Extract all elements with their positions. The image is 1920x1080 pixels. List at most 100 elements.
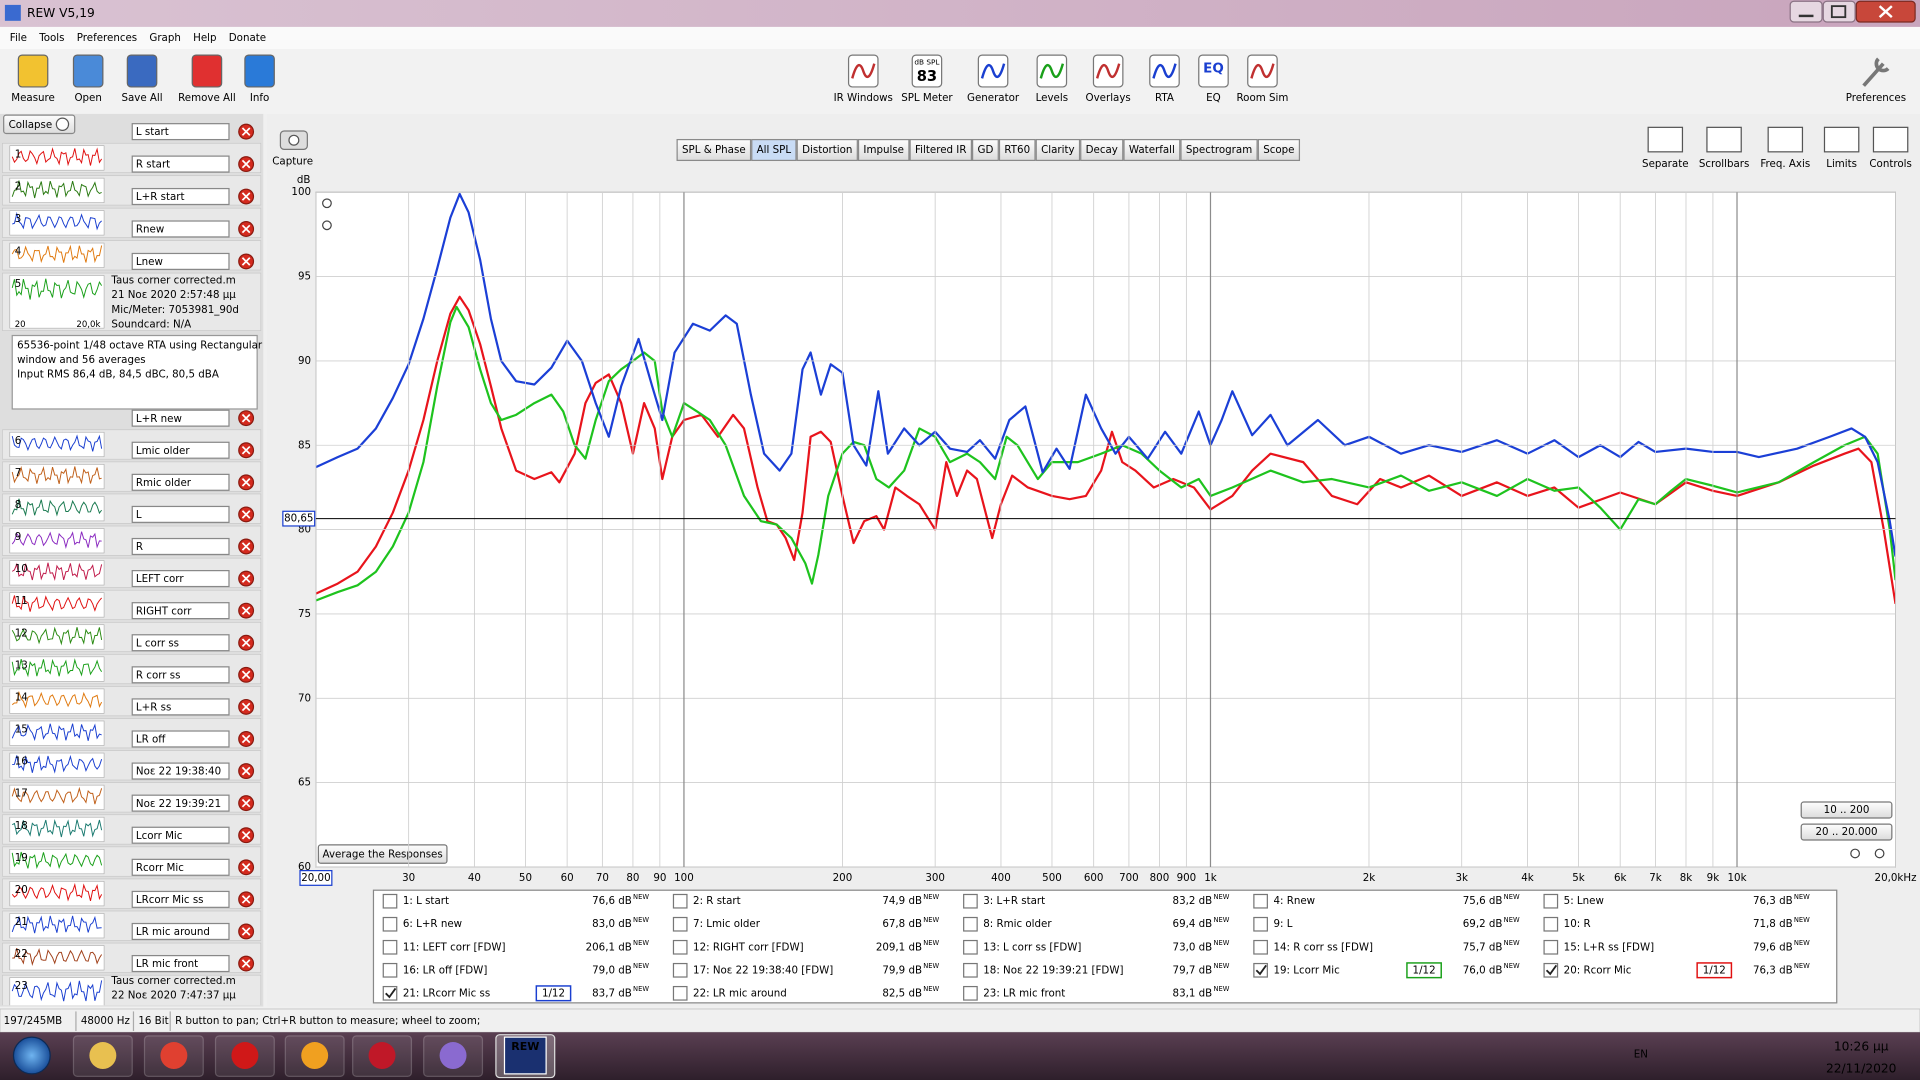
- measurement-name[interactable]: Νοε 22 19:38:40: [136, 766, 221, 778]
- graph-tab-label[interactable]: RT60: [1004, 144, 1030, 156]
- measurement-name[interactable]: L+R new: [136, 413, 182, 425]
- toolbar-button[interactable]: Remove All: [178, 92, 236, 104]
- average-button-label[interactable]: Average the Responses: [323, 849, 443, 861]
- toolbar-button[interactable]: Generator: [967, 92, 1020, 104]
- legend-checkbox[interactable]: [963, 916, 978, 932]
- measurement-name[interactable]: LRcorr Mic ss: [136, 894, 204, 906]
- name-field[interactable]: [131, 922, 230, 941]
- graph-tab[interactable]: [1035, 138, 1081, 162]
- legend-checkbox[interactable]: [963, 985, 978, 1001]
- toolbar-button[interactable]: Overlays: [1086, 92, 1131, 104]
- graph-tab[interactable]: [796, 138, 858, 162]
- legend-label[interactable]: 12: RIGHT corr [FDW]: [693, 941, 804, 953]
- measurement-name[interactable]: LR mic front: [136, 958, 198, 970]
- range-button-label[interactable]: 20 .. 20.000: [1816, 826, 1878, 838]
- legend-label[interactable]: 14: R corr ss [FDW]: [1273, 941, 1373, 953]
- graph-control-label[interactable]: Limits: [1826, 158, 1857, 170]
- legend-checkbox[interactable]: [382, 939, 398, 955]
- legend-label[interactable]: 15: L+R ss [FDW]: [1564, 941, 1654, 953]
- measurement-name[interactable]: R: [136, 541, 143, 553]
- graph-tab[interactable]: [909, 138, 972, 162]
- measurement-name[interactable]: Νοε 22 19:39:21: [136, 798, 221, 810]
- menu-item[interactable]: Donate: [229, 32, 266, 44]
- legend-checkbox[interactable]: [1543, 939, 1559, 955]
- toolbar-button[interactable]: Room Sim: [1237, 92, 1289, 104]
- graph-control-label[interactable]: Controls: [1869, 158, 1911, 170]
- measurement-name[interactable]: L corr ss: [136, 637, 179, 649]
- legend-checkbox[interactable]: [1253, 939, 1268, 955]
- measurement-name[interactable]: Lcorr Mic: [136, 830, 183, 842]
- name-field[interactable]: [131, 187, 230, 206]
- measurement-name[interactable]: LEFT corr: [136, 573, 184, 585]
- graph-tab[interactable]: [1180, 138, 1258, 162]
- toolbar-button[interactable]: Preferences: [1846, 92, 1906, 104]
- name-field[interactable]: [131, 954, 230, 973]
- graph-tab[interactable]: [857, 138, 910, 162]
- name-field[interactable]: [131, 634, 230, 652]
- graph-control-icon[interactable]: [1823, 126, 1860, 153]
- graph-tab[interactable]: [1257, 138, 1301, 162]
- measurement-name[interactable]: Lmic older: [136, 445, 190, 457]
- menu-item[interactable]: File: [10, 32, 27, 44]
- toolbar-button[interactable]: Save All: [121, 92, 162, 104]
- minimize-button[interactable]: [1789, 0, 1823, 23]
- average-button[interactable]: [317, 844, 448, 864]
- legend-checkbox[interactable]: [672, 962, 688, 978]
- collapse-button[interactable]: [3, 114, 76, 135]
- legend-label[interactable]: 9: L: [1273, 918, 1292, 930]
- legend-checkbox[interactable]: [382, 962, 398, 978]
- legend-checkbox[interactable]: [1543, 893, 1559, 909]
- menu-item[interactable]: Help: [193, 32, 216, 44]
- range-button[interactable]: [1800, 801, 1893, 819]
- graph-tab[interactable]: [676, 138, 752, 162]
- graph-control-label[interactable]: Scrollbars: [1699, 158, 1750, 170]
- legend-label[interactable]: 5: Lnew: [1564, 895, 1604, 907]
- legend-label[interactable]: 23: LR mic front: [983, 987, 1065, 999]
- name-field[interactable]: [131, 762, 230, 780]
- legend-label[interactable]: 17: Νοε 22 19:38:40 [FDW]: [693, 964, 833, 976]
- legend-label[interactable]: 1: L start: [403, 895, 449, 907]
- legend-label[interactable]: 7: Lmic older: [693, 918, 761, 930]
- graph-control-label[interactable]: Freq. Axis: [1760, 158, 1810, 170]
- zoom-icon[interactable]: [322, 220, 332, 231]
- toolbar-button[interactable]: EQ: [1206, 92, 1221, 104]
- toolbar-button[interactable]: Info: [250, 92, 269, 104]
- legend-label[interactable]: 10: R: [1564, 918, 1591, 930]
- graph-control-icon[interactable]: [1872, 126, 1909, 153]
- legend-label[interactable]: 18: Νοε 22 19:39:21 [FDW]: [983, 964, 1123, 976]
- name-field[interactable]: [131, 858, 230, 876]
- name-field[interactable]: [131, 826, 230, 844]
- maximize-button[interactable]: [1822, 0, 1856, 23]
- legend-checkbox[interactable]: [382, 916, 398, 932]
- graph-tab-label[interactable]: All SPL: [757, 144, 792, 156]
- measurement-name[interactable]: Rmic older: [136, 477, 192, 489]
- legend-label[interactable]: 19: Lcorr Mic: [1273, 964, 1339, 976]
- graph-control-icon[interactable]: [1767, 126, 1804, 153]
- measurement-name[interactable]: Rnew: [136, 224, 164, 236]
- legend-label[interactable]: 8: Rmic older: [983, 918, 1052, 930]
- graph-tab[interactable]: [1080, 138, 1124, 162]
- legend-checkbox[interactable]: [672, 985, 688, 1001]
- measurement-name[interactable]: R start: [136, 159, 170, 171]
- name-field[interactable]: [131, 537, 230, 556]
- name-field[interactable]: [131, 602, 230, 620]
- graph-tab-label[interactable]: Clarity: [1041, 144, 1074, 156]
- name-field[interactable]: [131, 570, 230, 588]
- toolbar-button[interactable]: RTA: [1155, 92, 1174, 104]
- name-field[interactable]: [131, 123, 230, 141]
- graph-control-icon[interactable]: [1706, 126, 1742, 153]
- toolbar-button[interactable]: IR Windows: [834, 92, 893, 104]
- legend-label[interactable]: 3: L+R start: [983, 895, 1045, 907]
- legend-label[interactable]: 22: LR mic around: [693, 987, 787, 999]
- zoom-icon[interactable]: [322, 198, 332, 209]
- legend-checkbox[interactable]: [672, 916, 688, 932]
- name-field[interactable]: [131, 890, 230, 908]
- name-field[interactable]: [131, 409, 230, 427]
- measurement-name[interactable]: L+R ss: [136, 702, 171, 714]
- smoothing-badge[interactable]: [1406, 962, 1442, 979]
- graph-tab-label[interactable]: Spectrogram: [1186, 144, 1252, 156]
- graph-control-label[interactable]: Separate: [1642, 158, 1689, 170]
- legend-label[interactable]: 13: L corr ss [FDW]: [983, 941, 1081, 953]
- graph-control-icon[interactable]: [1647, 126, 1684, 153]
- legend-checkbox[interactable]: [382, 893, 398, 909]
